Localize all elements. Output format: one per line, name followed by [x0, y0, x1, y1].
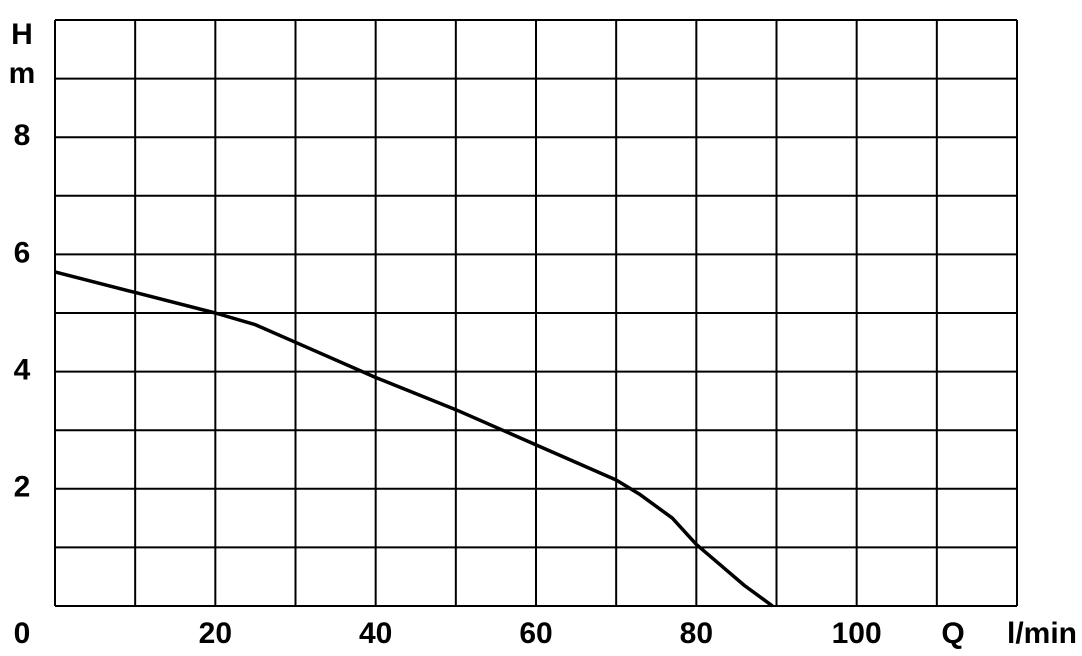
x-tick-label: 100	[832, 617, 882, 650]
y-tick-label: 2	[14, 471, 31, 504]
x-tick-label: 0	[14, 617, 31, 650]
x-axis-unit: l/min	[1007, 617, 1077, 650]
y-tick-label: 4	[14, 354, 31, 387]
y-tick-label: 8	[14, 119, 31, 152]
y-axis-label: H	[11, 18, 33, 51]
y-tick-label: 6	[14, 236, 31, 269]
x-axis-label: Q	[941, 617, 964, 650]
line-series	[54, 270, 774, 608]
x-tick-label: 60	[519, 617, 552, 650]
x-tick-label: 40	[359, 617, 392, 650]
y-axis-unit: m	[9, 57, 36, 90]
x-tick-label: 20	[199, 617, 232, 650]
x-tick-label: 80	[680, 617, 713, 650]
